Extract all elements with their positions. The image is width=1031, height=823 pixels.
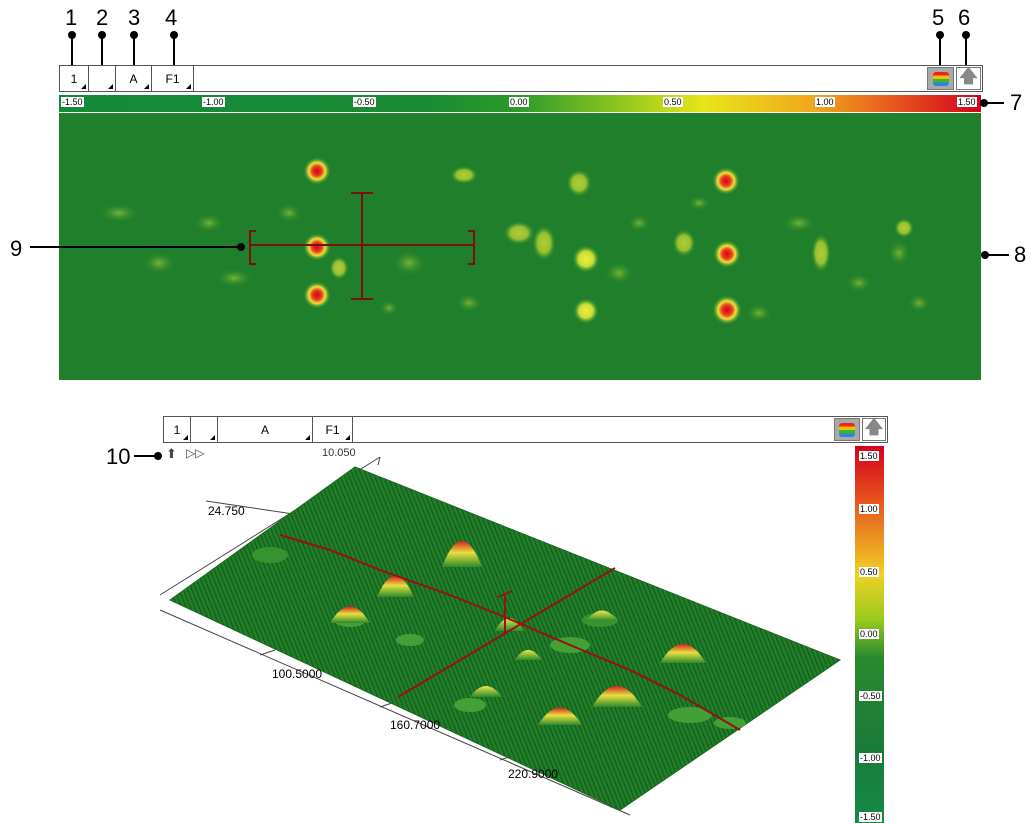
vcolorbar-tick-label: 1.50	[859, 451, 879, 461]
dropdown-corner-icon	[81, 84, 86, 89]
bottom-export-button[interactable]: 🡅	[862, 417, 886, 441]
axis-label-top: 10.050	[322, 447, 356, 459]
top-colorbar: -1.50 -1.00 -0.50 0.00 0.50 1.00 1.50	[59, 95, 981, 112]
bottom-filter-button[interactable]: F1	[313, 417, 353, 442]
callout-8: 8	[1014, 242, 1027, 267]
callout-5: 5	[932, 5, 945, 30]
callout-9: 9	[10, 236, 23, 261]
dropdown-corner-icon	[305, 435, 310, 440]
defect-spots	[303, 157, 742, 325]
callout-line-10	[134, 455, 156, 457]
top-filter-button[interactable]: F1	[152, 66, 194, 91]
bottom-toolbar: 1 A F1 🡅	[163, 416, 888, 443]
dropdown-corner-icon	[210, 435, 215, 440]
axis-label-y: 24.750	[208, 504, 245, 518]
crosshair-cursor	[249, 192, 475, 300]
double-chevron-up-icon[interactable]: ⬆	[166, 446, 177, 461]
up-arrow-icon: 🡅	[959, 65, 978, 86]
colorbar-tick-label: -0.50	[353, 97, 376, 107]
cscan-image[interactable]	[59, 113, 981, 380]
callout-line-3	[133, 35, 135, 65]
callout-6: 6	[958, 5, 971, 30]
colorbar-tick-label: 0.00	[509, 97, 529, 107]
top-toolbar: 1 A F1 🡅	[59, 65, 983, 92]
callout-10: 10	[106, 444, 131, 469]
palette-icon	[839, 422, 855, 437]
cscan-texture	[97, 166, 931, 323]
callout-dot-9	[237, 243, 245, 251]
dropdown-corner-icon	[108, 84, 113, 89]
callout-1: 1	[65, 5, 78, 30]
callout-line-9	[30, 246, 240, 248]
callout-line-1	[71, 35, 73, 65]
axis-label-x3: 220.9000	[508, 767, 558, 781]
axis-label-x1: 100.5000	[272, 667, 322, 681]
callout-2: 2	[96, 5, 109, 30]
double-chevron-right-icon[interactable]: ▷▷	[186, 446, 205, 460]
bottom-channel-button[interactable]: 1	[164, 417, 191, 442]
vcolorbar-tick-label: -0.50	[859, 691, 882, 701]
vertical-colorbar: 1.50 1.00 0.50 0.00 -0.50 -1.00 -1.50	[855, 446, 884, 823]
callout-7: 7	[1010, 90, 1023, 115]
callout-line-8	[985, 254, 1009, 256]
top-export-button[interactable]: 🡅	[956, 66, 981, 90]
callout-line-6	[965, 35, 967, 65]
top-filter-label: F1	[165, 71, 180, 86]
surface-peaks	[330, 541, 706, 725]
bottom-mode-label: A	[260, 422, 269, 437]
vcolorbar-tick-label: -1.00	[859, 753, 882, 763]
callout-dot-10	[154, 452, 162, 460]
callout-line-4	[173, 35, 175, 65]
vcolorbar-tick-label: 1.00	[859, 504, 879, 514]
crosshair-3d	[279, 534, 741, 731]
vcolorbar-tick-label: -1.50	[859, 812, 882, 822]
vcolorbar-tick-label: 0.50	[859, 567, 879, 577]
colorbar-tick-label: -1.00	[202, 97, 225, 107]
callout-line-2	[101, 35, 103, 65]
top-second-button[interactable]	[89, 66, 116, 91]
vcolorbar-tick-label: 0.00	[859, 629, 879, 639]
callout-3: 3	[128, 5, 141, 30]
axis-label-x2: 160.7000	[390, 718, 440, 732]
colorbar-tick-label: 1.00	[815, 97, 835, 107]
dropdown-corner-icon	[345, 435, 350, 440]
top-palette-button[interactable]	[927, 67, 954, 90]
dropdown-corner-icon	[183, 435, 188, 440]
colorbar-tick-label: 0.50	[663, 97, 683, 107]
bottom-channel-label: 1	[173, 422, 181, 437]
bottom-mode-button[interactable]: A	[218, 417, 313, 442]
surface-3d-view[interactable]: 10.050 24.750 100.5000 160.7000 220.9000	[150, 445, 850, 823]
top-mode-button[interactable]: A	[116, 66, 152, 91]
dropdown-corner-icon	[186, 84, 191, 89]
dropdown-corner-icon	[144, 84, 149, 89]
callout-4: 4	[165, 5, 178, 30]
callout-line-5	[939, 35, 941, 65]
bottom-palette-button[interactable]	[834, 418, 860, 441]
top-mode-label: A	[129, 71, 138, 86]
top-channel-label: 1	[70, 71, 78, 86]
bottom-second-button[interactable]	[191, 417, 218, 442]
bottom-filter-label: F1	[325, 422, 340, 437]
callout-line-7	[984, 102, 1004, 104]
palette-icon	[932, 71, 949, 86]
top-channel-button[interactable]: 1	[60, 66, 89, 91]
colorbar-tick-label: 1.50	[957, 97, 977, 107]
up-arrow-icon: 🡅	[864, 416, 884, 437]
colorbar-tick-label: -1.50	[61, 97, 84, 107]
